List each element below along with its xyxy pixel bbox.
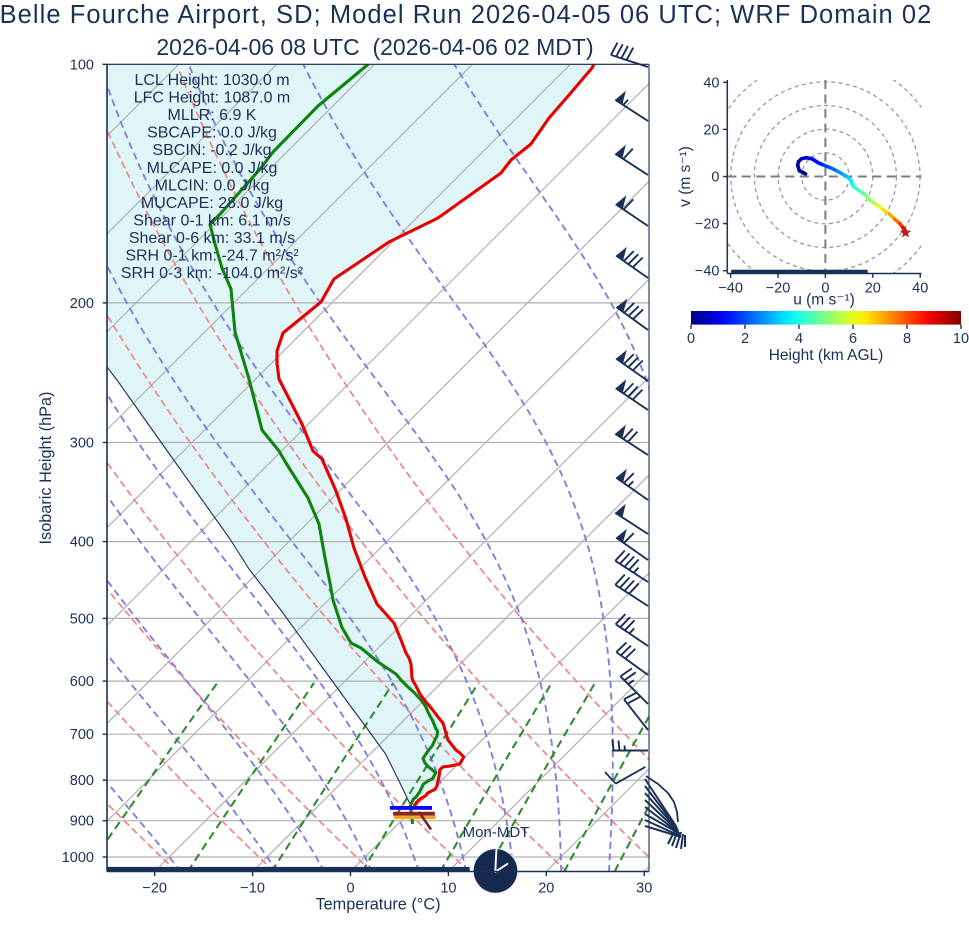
svg-text:300: 300 [70, 436, 94, 452]
svg-text:MLLR: 6.9 K: MLLR: 6.9 K [168, 107, 257, 124]
svg-text:v (m s⁻¹): v (m s⁻¹) [677, 146, 694, 207]
svg-text:10: 10 [953, 331, 969, 347]
svg-text:LCL Height: 1030.0 m: LCL Height: 1030.0 m [134, 72, 289, 89]
svg-text:0: 0 [346, 881, 354, 897]
svg-text:600: 600 [70, 674, 94, 690]
svg-text:20: 20 [538, 881, 554, 897]
svg-text:Temperature (°C): Temperature (°C) [315, 896, 440, 914]
svg-text:200: 200 [70, 296, 94, 312]
svg-text:1000: 1000 [62, 850, 94, 866]
svg-text:2: 2 [741, 331, 749, 347]
svg-text:Shear 0-6 km: 33.1 m/s: Shear 0-6 km: 33.1 m/s [129, 230, 295, 247]
svg-text:Mon-MDT: Mon-MDT [463, 824, 530, 841]
svg-text:Belle Fourche Airport, SD; Mod: Belle Fourche Airport, SD; Model Run 202… [0, 1, 932, 29]
svg-text:40: 40 [912, 281, 928, 297]
svg-text:500: 500 [70, 611, 94, 627]
svg-text:Shear 0-1 km: 6.1 m/s: Shear 0-1 km: 6.1 m/s [133, 212, 290, 229]
svg-text:Height (km AGL): Height (km AGL) [769, 347, 884, 364]
svg-text:MLCIN: 0.0 J/kg: MLCIN: 0.0 J/kg [155, 177, 270, 194]
svg-text:−40: −40 [718, 281, 743, 297]
svg-text:0: 0 [711, 170, 719, 186]
svg-text:u (m s⁻¹): u (m s⁻¹) [793, 292, 855, 309]
svg-text:−20: −20 [766, 281, 791, 297]
svg-text:SBCAPE: 0.0 J/kg: SBCAPE: 0.0 J/kg [147, 125, 277, 142]
svg-text:700: 700 [70, 727, 94, 743]
svg-text:SRH 0-3 km: -104.0 m²/s²: SRH 0-3 km: -104.0 m²/s² [121, 265, 304, 282]
svg-text:8: 8 [903, 331, 911, 347]
svg-text:6: 6 [849, 331, 857, 347]
svg-text:LFC Height: 1087.0 m: LFC Height: 1087.0 m [134, 90, 291, 107]
svg-text:Isobaric Height (hPa): Isobaric Height (hPa) [37, 392, 55, 545]
svg-text:SRH 0-1 km: -24.7 m²/s²: SRH 0-1 km: -24.7 m²/s² [125, 248, 299, 265]
svg-text:MLCAPE: 0.0 J/kg: MLCAPE: 0.0 J/kg [147, 160, 278, 177]
svg-text:30: 30 [636, 881, 652, 897]
svg-text:−20: −20 [695, 217, 720, 233]
svg-text:900: 900 [70, 814, 94, 830]
svg-text:400: 400 [70, 535, 94, 551]
svg-text:20: 20 [703, 122, 719, 138]
svg-text:0: 0 [687, 331, 695, 347]
svg-text:2026-04-06 08 UTC (2026-04-06: 2026-04-06 08 UTC (2026-04-06 02 MDT) [156, 34, 593, 60]
svg-text:10: 10 [440, 881, 456, 897]
svg-text:−40: −40 [695, 264, 720, 280]
svg-text:800: 800 [70, 773, 94, 789]
svg-text:40: 40 [703, 75, 719, 91]
svg-text:4: 4 [795, 331, 803, 347]
svg-text:MUCAPE: 28.0 J/kg: MUCAPE: 28.0 J/kg [141, 195, 283, 212]
svg-text:−10: −10 [240, 881, 265, 897]
svg-text:−20: −20 [142, 881, 167, 897]
svg-text:SBCIN: -0.2 J/kg: SBCIN: -0.2 J/kg [152, 142, 271, 159]
svg-text:20: 20 [865, 281, 881, 297]
svg-text:100: 100 [70, 57, 94, 73]
